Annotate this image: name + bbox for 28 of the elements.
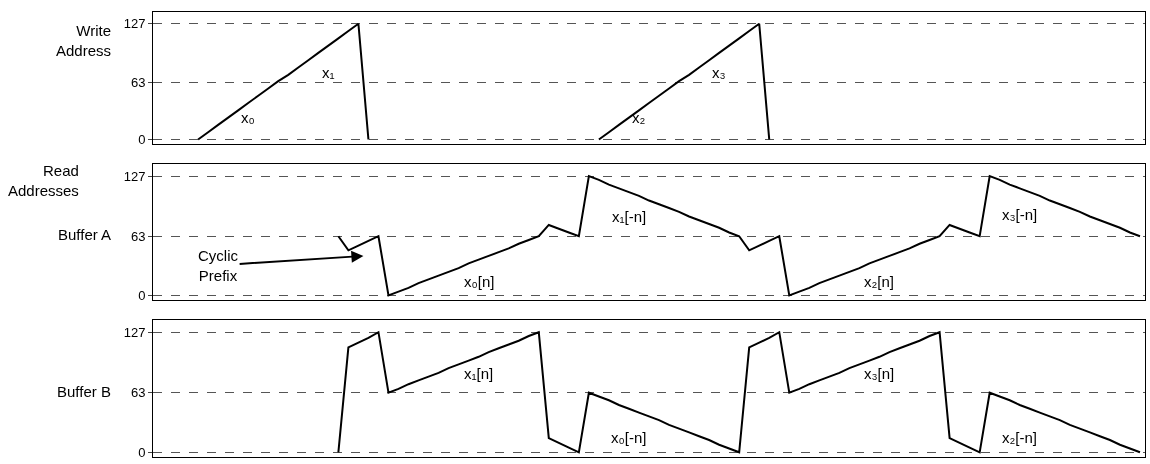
- y-axis-title: Buffer A: [58, 226, 112, 243]
- y-tick-label: 127: [123, 324, 146, 340]
- annotation: x₁: [322, 64, 335, 81]
- annotation: x₁[-n]: [612, 208, 647, 225]
- y-tick-label: 127: [123, 16, 146, 32]
- y-tick-label: 0: [138, 287, 146, 303]
- y-axis-title: Buffer B: [57, 383, 111, 400]
- annotation: x₂: [632, 109, 646, 126]
- annotation: x₁[n]: [464, 365, 494, 382]
- annotation: x₂[n]: [864, 273, 894, 290]
- annotation: x₀: [241, 109, 255, 126]
- annotation: x₂[-n]: [1002, 429, 1037, 446]
- annotation: Cyclic Prefix: [198, 247, 239, 284]
- annotation: x₃: [712, 64, 726, 81]
- y-tick-label: 63: [130, 74, 146, 90]
- y-tick-label: 127: [123, 168, 146, 184]
- text: Read Addresses: [8, 162, 79, 199]
- annotation: x₃[n]: [864, 365, 895, 382]
- line-series: [337, 331, 1141, 454]
- y-tick-label: 63: [130, 385, 146, 401]
- line-series: [337, 175, 1141, 297]
- y-axis-title: Write Address: [56, 22, 112, 59]
- y-tick-label: 63: [130, 228, 146, 244]
- annotation: x₀[n]: [464, 273, 495, 290]
- annotation: x₀[-n]: [611, 429, 647, 446]
- annotation: x₃[-n]: [1002, 206, 1038, 223]
- y-tick-label: 0: [138, 132, 146, 148]
- y-tick-label: 0: [138, 444, 146, 460]
